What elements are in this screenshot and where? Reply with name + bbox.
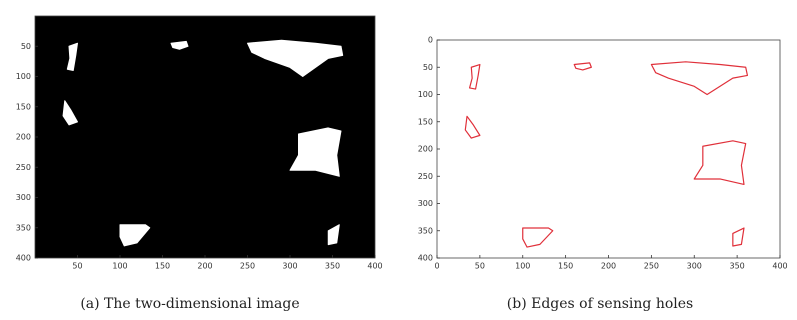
x-tick-label: 200 xyxy=(601,262,616,271)
y-tick-label: 250 xyxy=(16,163,31,172)
y-tick-label: 0 xyxy=(428,36,433,45)
y-tick-label: 300 xyxy=(418,199,433,208)
x-tick-label: 300 xyxy=(687,262,702,271)
x-tick-label: 250 xyxy=(240,262,255,271)
y-tick-label: 400 xyxy=(418,254,433,263)
x-tick-label: 150 xyxy=(155,262,170,271)
x-tick-label: 0 xyxy=(434,262,439,271)
x-tick-label: 400 xyxy=(367,262,382,271)
x-tick-label: 250 xyxy=(644,262,659,271)
y-tick-label: 150 xyxy=(418,117,433,126)
y-tick-label: 400 xyxy=(16,254,31,263)
x-tick-label: 200 xyxy=(197,262,212,271)
x-tick-label: 50 xyxy=(475,262,485,271)
x-tick-label: 350 xyxy=(325,262,340,271)
caption: (a) The two-dimensional image xyxy=(80,296,299,312)
x-tick-label: 50 xyxy=(72,262,82,271)
caption: (b) Edges of sensing holes xyxy=(507,296,693,312)
plot-area xyxy=(437,40,780,258)
y-tick-label: 250 xyxy=(418,172,433,181)
y-tick-label: 50 xyxy=(423,63,433,72)
x-tick-label: 100 xyxy=(112,262,127,271)
y-tick-label: 150 xyxy=(16,102,31,111)
figure: (a) The two-dimensional image (b) Edges … xyxy=(0,0,797,320)
x-tick-label: 400 xyxy=(772,262,787,271)
y-tick-label: 200 xyxy=(16,133,31,142)
y-tick-label: 100 xyxy=(16,72,31,81)
y-tick-label: 350 xyxy=(16,223,31,232)
y-tick-label: 50 xyxy=(21,42,31,51)
y-tick-label: 350 xyxy=(418,226,433,235)
x-tick-label: 300 xyxy=(282,262,297,271)
y-tick-label: 100 xyxy=(418,90,433,99)
x-tick-label: 100 xyxy=(515,262,530,271)
y-tick-label: 200 xyxy=(418,145,433,154)
x-tick-label: 150 xyxy=(558,262,573,271)
x-tick-label: 350 xyxy=(729,262,744,271)
y-tick-label: 300 xyxy=(16,193,31,202)
